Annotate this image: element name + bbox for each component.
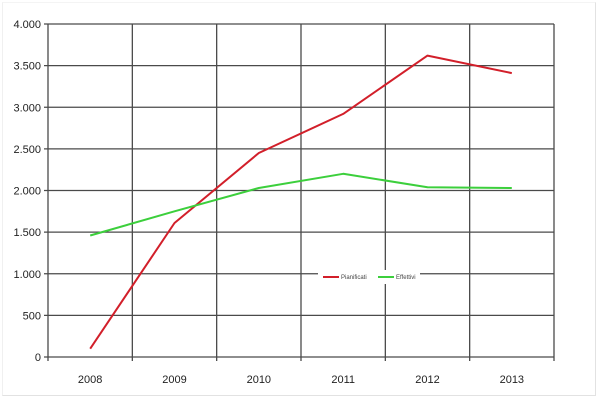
data-series — [89, 54, 513, 350]
legend-box — [318, 270, 420, 284]
legend-label-effettivi: Effettivi — [396, 275, 416, 281]
y-tick-label: 2.500 — [13, 144, 41, 156]
y-tick-label: 2.000 — [13, 186, 41, 198]
y-tick-label: 4.000 — [13, 19, 41, 31]
legend-label-pianificati: Pianificati — [341, 275, 367, 281]
y-tick-label: 500 — [23, 310, 41, 322]
x-tick-label: 2008 — [78, 374, 102, 386]
series-line-pianificati — [89, 54, 513, 350]
legend: Pianificati Effettivi — [318, 270, 420, 284]
series-line-effettivi — [89, 172, 512, 237]
x-tick-label: 2013 — [500, 374, 524, 386]
grid-lines — [44, 23, 555, 361]
y-tick-label: 1.000 — [13, 269, 41, 281]
x-axis: 2008 2009 2010 2011 2012 2013 — [78, 374, 524, 386]
x-tick-label: 2009 — [162, 374, 186, 386]
x-tick-label: 2011 — [331, 374, 355, 386]
x-tick-label: 2012 — [415, 374, 439, 386]
y-tick-label: 3.500 — [13, 61, 41, 73]
x-tick-label: 2010 — [247, 374, 271, 386]
chart-frame — [2, 2, 596, 396]
y-axis: 0 500 1.000 1.500 2.000 2.500 3.000 3.500 4.000 — [13, 19, 41, 364]
y-tick-label: 1.500 — [13, 227, 41, 239]
y-tick-label: 0 — [35, 352, 41, 364]
y-tick-label: 3.000 — [13, 102, 41, 114]
